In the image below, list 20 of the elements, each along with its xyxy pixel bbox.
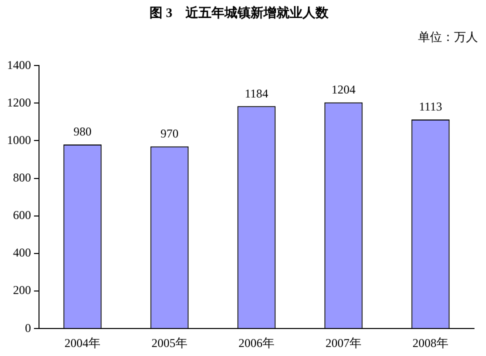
data-label: 1113 <box>418 100 442 114</box>
x-tick-label: 2004年 <box>64 336 100 350</box>
data-label: 1204 <box>332 82 356 97</box>
y-tick-label: 1000 <box>7 132 31 147</box>
y-tick-label: 1400 <box>7 58 31 72</box>
data-label: 970 <box>160 126 178 141</box>
x-tick-label: 2006年 <box>238 336 274 350</box>
data-label: 1184 <box>244 86 268 100</box>
chart-title: 图 3 近五年城镇新增就业人数 <box>150 5 330 20</box>
y-tick-label: 1200 <box>7 95 31 110</box>
y-tick-label: 200 <box>13 283 31 298</box>
data-label: 980 <box>74 124 92 139</box>
x-tick-label: 2007年 <box>326 336 362 350</box>
x-tick-label: 2008年 <box>412 336 448 350</box>
y-tick-label: 400 <box>13 246 31 260</box>
text: 单位：万人 <box>418 30 478 44</box>
y-tick-label: 600 <box>13 208 31 222</box>
y-tick-label: 800 <box>13 170 31 184</box>
y-tick-label: 0 <box>25 320 31 335</box>
x-tick-label: 2005年 <box>152 336 188 350</box>
